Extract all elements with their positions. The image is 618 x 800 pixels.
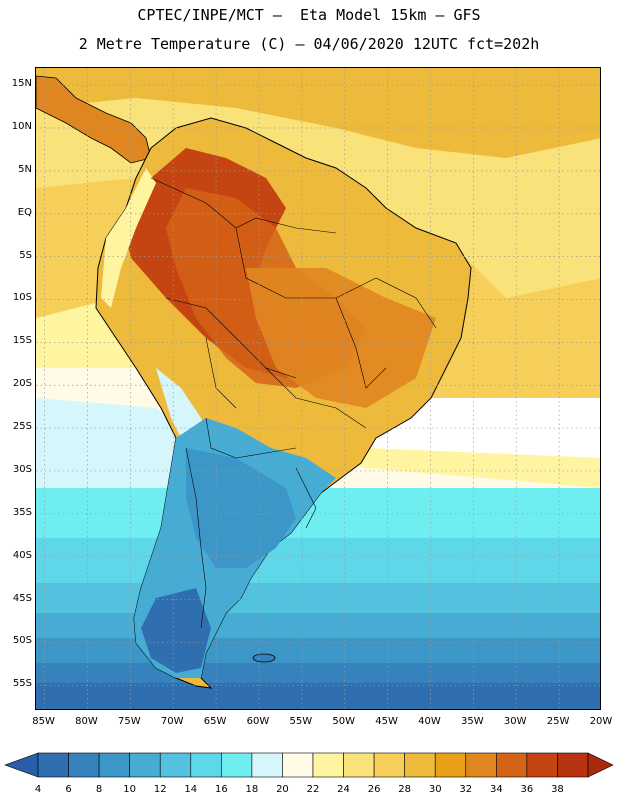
lat-tick-label: 10S — [12, 292, 32, 304]
colorbar-cell — [496, 752, 528, 778]
colorbar-cell — [434, 752, 467, 778]
colorbar-cell — [221, 752, 253, 778]
lon-tick-label: 55W — [289, 716, 313, 727]
colorbar-tick-label: 38 — [551, 784, 564, 795]
map-frame — [35, 67, 601, 710]
lon-tick-label: 35W — [461, 716, 484, 727]
colorbar-tick-label: 16 — [214, 784, 228, 795]
lon-tick-label: 80W — [75, 716, 98, 727]
temperature-map — [36, 68, 600, 709]
lat-tick-label: 20S — [12, 378, 32, 390]
band-cyan2 — [36, 538, 600, 583]
band-blue2 — [36, 638, 600, 663]
lat-tick-label: 50S — [12, 635, 32, 647]
lat-tick-label: EQ — [17, 206, 32, 218]
colorbar-tick-label: 4 — [34, 784, 42, 795]
colorbar-tick-label: 24 — [337, 784, 350, 795]
lat-tick-label: 25S — [12, 421, 32, 433]
colorbar-tick-label: 14 — [184, 784, 198, 795]
colorbar-tick-label: 28 — [398, 784, 412, 795]
lon-tick-label: 50W — [332, 716, 356, 727]
lon-tick-label: 40W — [418, 716, 441, 727]
colorbar-cell — [343, 752, 375, 778]
colorbar-tick-label: 32 — [459, 784, 473, 795]
colorbar-tick-label: 22 — [306, 784, 320, 795]
colorbar-left-arrow — [4, 752, 39, 778]
colorbar-cell — [312, 752, 344, 778]
lon-tick-label: 70W — [160, 716, 184, 727]
colorbar-tick-label: 6 — [65, 784, 72, 795]
lat-tick-label: 30S — [12, 463, 32, 475]
colorbar-tick-label: 30 — [428, 784, 442, 795]
lon-tick-label: 30W — [503, 716, 527, 727]
colorbar-cells — [4, 752, 614, 778]
chart-subtitle: 2 Metre Temperature (C) – 04/06/2020 12U… — [78, 35, 540, 53]
colorbar-cell — [465, 752, 497, 778]
colorbar-tick-label: 18 — [245, 784, 259, 795]
patagonia-cold — [141, 588, 211, 673]
colorbar-cell — [251, 752, 283, 778]
argentina-mid — [186, 448, 296, 568]
colorbar-right-arrow — [587, 752, 614, 778]
colorbar-tick-label: 10 — [123, 784, 137, 795]
colorbar-tick-label: 36 — [520, 784, 534, 795]
colorbar-tick-label: 12 — [153, 784, 167, 795]
colorbar-cell — [37, 752, 69, 778]
central-america-land — [36, 75, 152, 164]
lat-tick-label: 10N — [11, 121, 32, 132]
lat-tick-label: 5S — [19, 249, 32, 261]
colorbar-cell — [68, 752, 100, 778]
colorbar-cell — [159, 752, 192, 778]
colorbar-tick-label: 20 — [276, 784, 289, 795]
lon-tick-label: 25W — [546, 716, 570, 727]
colorbar-cell — [404, 752, 436, 778]
colorbar-cell — [98, 752, 130, 778]
colorbar-cell — [373, 752, 405, 778]
colorbar-cell — [190, 752, 222, 778]
band-hot-caribbean — [36, 68, 600, 158]
colorbar-cell — [526, 752, 558, 778]
colorbar-tick-label: 8 — [95, 784, 103, 795]
lat-tick-label: 55S — [12, 678, 32, 690]
lat-tick-label: 35S — [12, 506, 32, 518]
brazil-central-warm — [246, 268, 436, 408]
lat-tick-label: 5N — [18, 163, 32, 175]
andes-cool-strip — [101, 168, 156, 308]
lon-tick-label: 60W — [246, 716, 270, 727]
lat-tick-label: 40S — [12, 549, 32, 561]
lon-tick-label: 65W — [203, 716, 227, 727]
colorbar-cell — [282, 752, 314, 778]
colorbar-tick-label: 26 — [367, 784, 381, 795]
chart-title: CPTEC/INPE/MCT – Eta Model 15km – GFS — [137, 6, 481, 24]
south-america-land — [95, 117, 472, 689]
lon-tick-label: 85W — [32, 716, 55, 727]
lon-tick-label: 45W — [375, 716, 398, 727]
falkland-islands — [252, 653, 276, 663]
lat-lon-grid — [36, 68, 600, 709]
country-borders — [150, 177, 437, 629]
lat-tick-label: 15N — [11, 78, 32, 90]
lat-tick-label: 15S — [12, 335, 32, 347]
band-blue1 — [36, 613, 600, 638]
colorbar-cell — [557, 752, 589, 778]
colorbar-cell — [129, 752, 161, 778]
lat-tick-label: 45S — [12, 592, 32, 604]
band-blue4 — [36, 683, 600, 709]
colorbar-tick-label: 34 — [489, 784, 503, 795]
lon-tick-label: 20W — [589, 716, 613, 727]
colorbar — [4, 752, 614, 778]
lon-tick-label: 75W — [118, 716, 141, 727]
